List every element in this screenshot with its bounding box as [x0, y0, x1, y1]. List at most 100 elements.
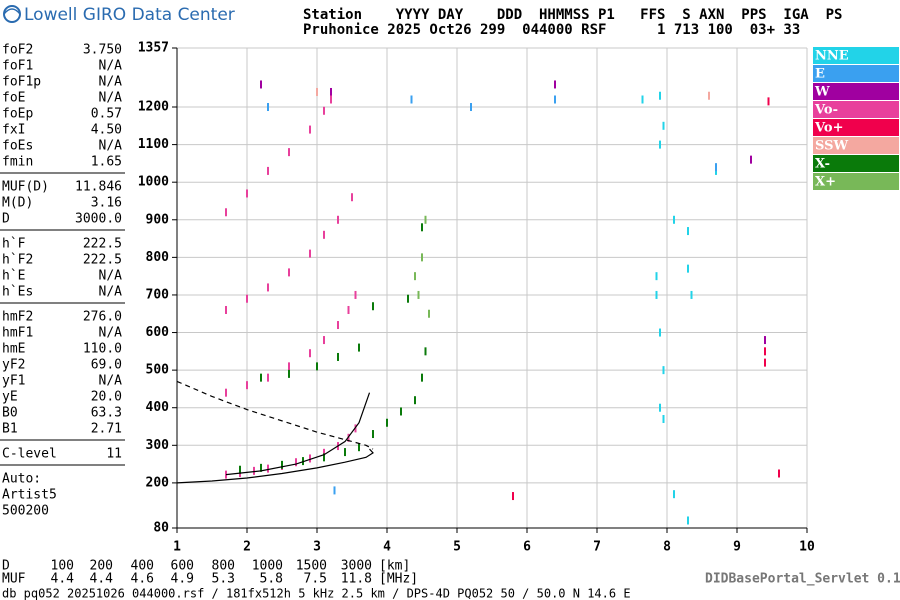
echo-point: [288, 362, 290, 371]
y-tick-label: 500: [146, 363, 170, 378]
distance: 1000: [252, 559, 283, 574]
echo-point: [764, 336, 766, 345]
echo-point: [344, 448, 346, 457]
echo-point: [288, 369, 290, 378]
legend-label: X+: [815, 175, 836, 190]
header-line: Pruhonice 2025 Oct26 299 044000 RSF 1 71…: [303, 22, 800, 38]
legend-swatch: [813, 173, 899, 190]
muf-value: 4.9: [171, 572, 194, 587]
echo-point: [778, 469, 780, 478]
echo-point: [428, 309, 430, 318]
echo-point: [708, 91, 710, 100]
auto-text: Artist5: [2, 488, 57, 503]
unit: [MHz]: [379, 572, 418, 587]
y-tick-label: 200: [146, 475, 170, 490]
site-title: Lowell GIRO Data Center: [24, 5, 235, 25]
param-value: N/A: [99, 59, 123, 74]
echo-point: [330, 95, 332, 104]
y-tick-label: 800: [146, 250, 170, 265]
echo-point: [354, 290, 357, 299]
y-tick-label: 400: [146, 400, 170, 415]
param-value: N/A: [99, 139, 123, 154]
echo-point: [470, 103, 472, 112]
x-tick-label: 4: [383, 540, 391, 555]
legend-label: Vo-: [814, 103, 838, 118]
x-tick-label: 2: [243, 540, 251, 555]
legend-label: X-: [815, 157, 830, 172]
param-name: yE: [2, 390, 18, 405]
echo-point: [330, 87, 332, 96]
param-value: 0.57: [91, 107, 122, 122]
param-value: 3.750: [83, 43, 122, 58]
echo-point: [764, 358, 766, 367]
param-value: 3000.0: [75, 212, 122, 227]
legend-swatch: [813, 83, 899, 100]
echo-point: [750, 155, 752, 164]
y-tick-label: 80: [153, 521, 169, 536]
echo-point: [267, 373, 269, 382]
y-tick-label: 1100: [138, 137, 169, 152]
echo-point: [386, 418, 388, 427]
x-tick-label: 7: [593, 540, 601, 555]
echo-point: [659, 140, 661, 149]
echo-point: [659, 91, 661, 100]
param-value: 11: [106, 447, 122, 462]
header-line: Station YYYY DAY DDD HHMMSS P1 FFS S AXN…: [303, 7, 842, 23]
param-name: hmF2: [2, 310, 33, 325]
param-name: foF1p: [2, 75, 41, 90]
y-tick-label: 1357: [138, 41, 169, 56]
echo-point: [687, 516, 689, 525]
echo-point: [554, 80, 556, 89]
echo-point: [295, 458, 297, 467]
profile-curve: [176, 448, 374, 484]
echo-point: [659, 328, 661, 337]
echo-point: [424, 347, 427, 356]
param-value: 276.0: [83, 310, 122, 325]
legend-swatch: [813, 155, 899, 172]
echo-point: [655, 290, 658, 299]
echo-point: [673, 215, 675, 224]
echo-point: [659, 403, 661, 412]
echo-point: [715, 163, 717, 172]
param-name: foEs: [2, 139, 33, 154]
y-tick-label: 1200: [138, 100, 169, 115]
echo-point: [267, 103, 269, 112]
param-name: B0: [2, 406, 18, 421]
distance: 1500: [296, 559, 327, 574]
echo-point: [687, 227, 689, 236]
param-value: N/A: [99, 91, 123, 106]
param-name: yF2: [2, 358, 25, 373]
muf-value: 7.5: [304, 572, 327, 587]
param-value: 222.5: [83, 237, 122, 252]
echo-point: [316, 87, 318, 96]
echo-point: [246, 189, 248, 198]
auto-text: 500200: [2, 504, 49, 519]
param-value: 63.3: [91, 406, 122, 421]
param-name: h`E: [2, 269, 25, 284]
echo-point: [407, 294, 409, 303]
param-value: N/A: [99, 374, 123, 389]
param-value: N/A: [99, 285, 123, 300]
echo-point: [323, 453, 325, 462]
echo-point: [323, 106, 325, 115]
echo-point: [687, 264, 689, 273]
echo-point: [323, 448, 325, 457]
echo-point: [333, 486, 336, 495]
echo-point: [337, 321, 339, 330]
param-name: yF1: [2, 374, 25, 389]
distance: 600: [171, 559, 194, 574]
distance: 3000: [341, 559, 372, 574]
legend-swatch: [813, 101, 899, 118]
param-value: 4.50: [91, 123, 122, 138]
echo-point: [662, 414, 665, 423]
x-tick-label: 1: [173, 540, 181, 555]
echo-point: [641, 95, 644, 104]
echo-point: [417, 290, 420, 299]
echo-point: [410, 95, 413, 104]
echo-point: [225, 208, 227, 217]
echo-point: [323, 230, 325, 239]
echo-point: [512, 492, 514, 501]
param-name: M(D): [2, 196, 33, 211]
echo-point: [655, 272, 658, 281]
param-value: N/A: [99, 326, 123, 341]
